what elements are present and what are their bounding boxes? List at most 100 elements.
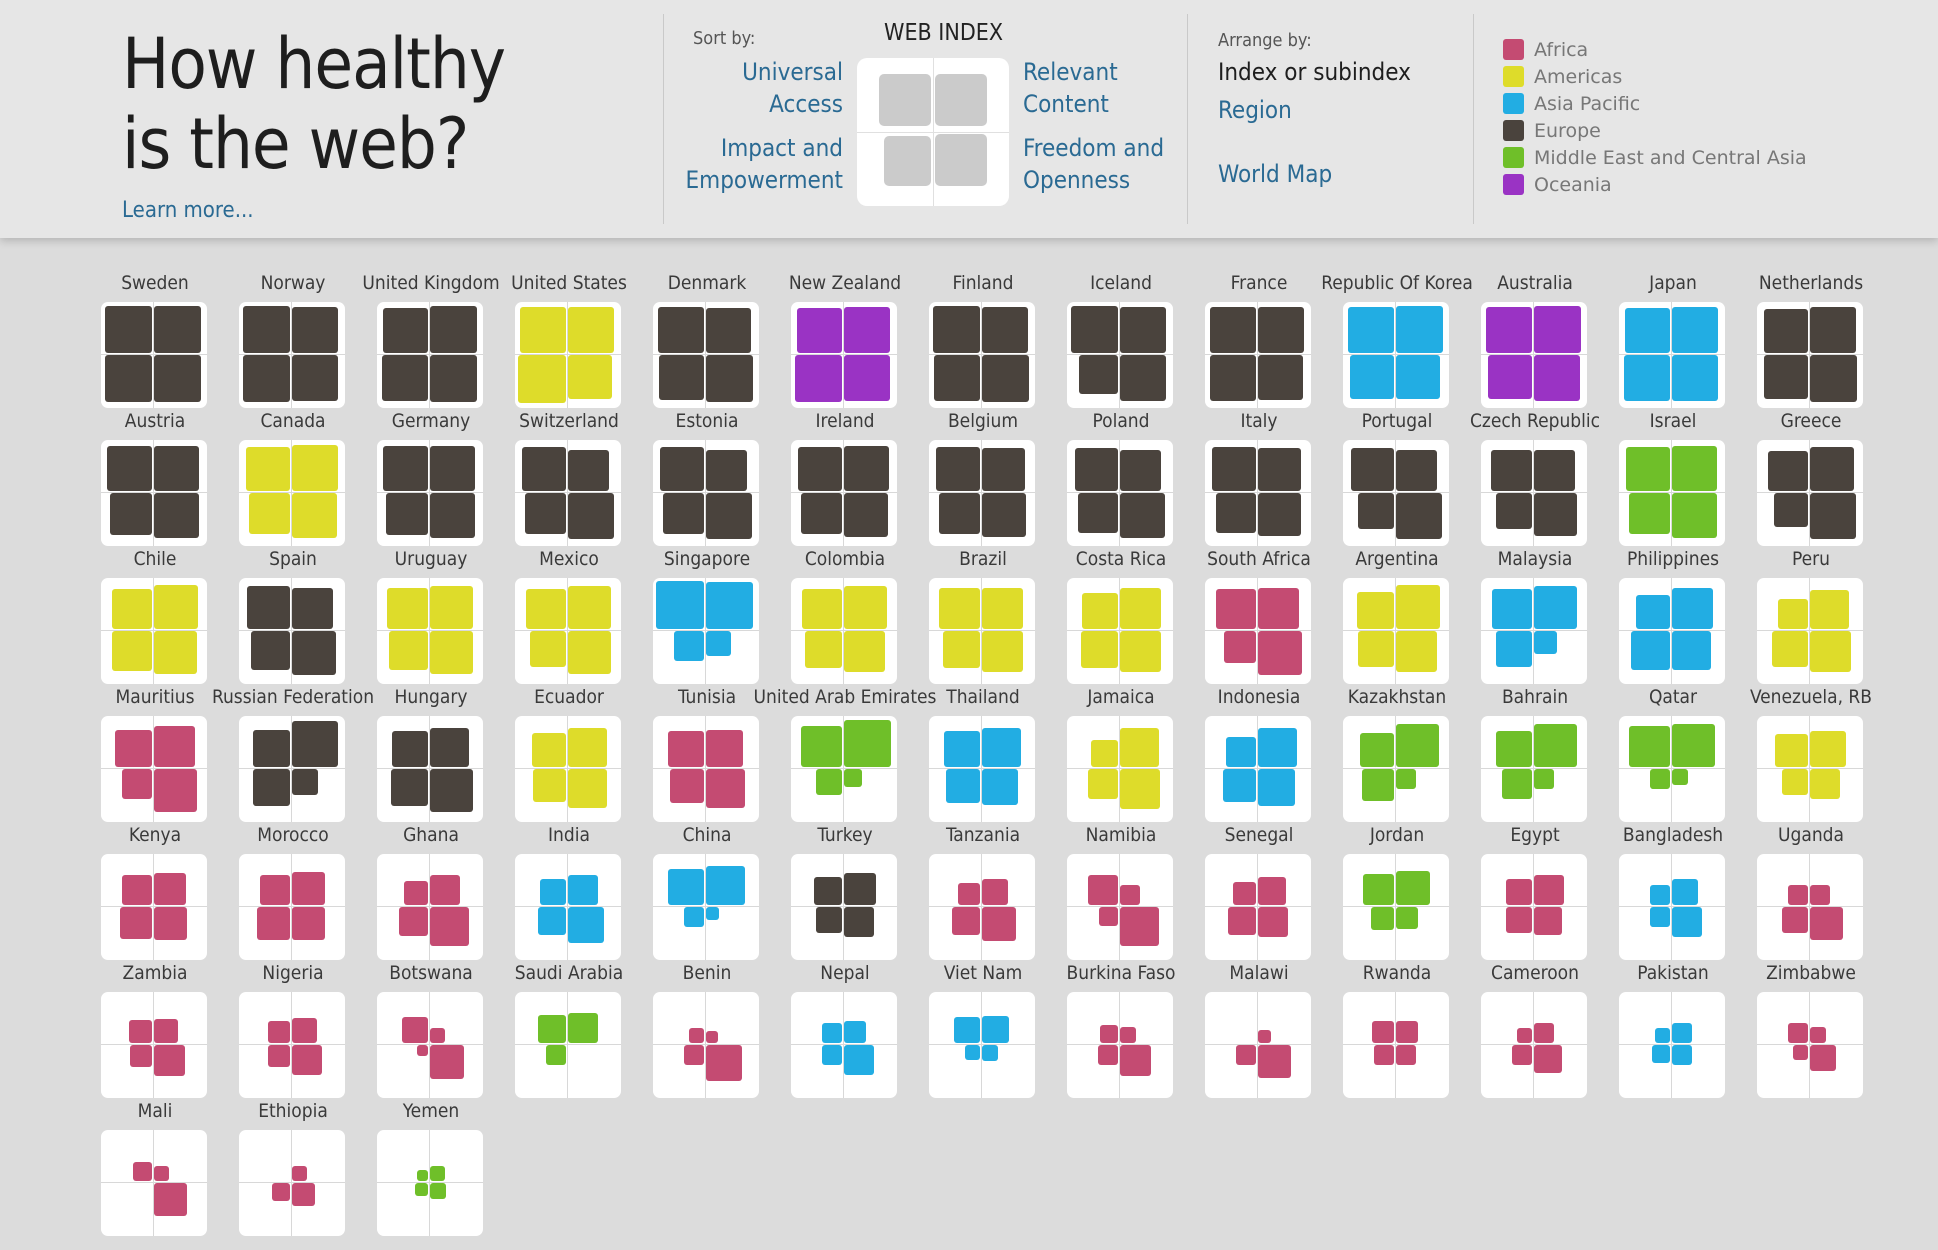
- square-universal-access: [1082, 593, 1118, 629]
- country-name: Egypt: [1510, 824, 1560, 846]
- country-glyph: [377, 1130, 483, 1236]
- square-relevant-content: [430, 446, 475, 491]
- web-index-sort-button[interactable]: [857, 58, 1009, 206]
- square-freedom-openness: [982, 631, 1023, 672]
- sort-quadrant-freedom[interactable]: [935, 134, 987, 186]
- glyph-axis: [705, 854, 706, 960]
- sort-quadrant-impact[interactable]: [884, 136, 931, 186]
- square-relevant-content: [982, 879, 1008, 905]
- square-impact-empowerment: [1774, 493, 1808, 527]
- square-universal-access: [1363, 874, 1394, 905]
- square-impact-empowerment: [663, 493, 704, 534]
- sort-relevant-content-button[interactable]: Relevant Content: [1023, 56, 1118, 120]
- glyph-axis: [429, 1130, 430, 1236]
- country-name: Australia: [1497, 272, 1573, 294]
- square-relevant-content: [430, 306, 477, 353]
- square-relevant-content: [154, 1166, 169, 1181]
- glyph-axis: [291, 992, 292, 1098]
- square-universal-access: [1629, 726, 1670, 767]
- square-impact-empowerment: [1088, 769, 1118, 799]
- country-name: Germany: [391, 410, 471, 432]
- square-relevant-content: [1534, 306, 1581, 353]
- glyph-axis: [515, 1044, 621, 1045]
- arrange-index-option[interactable]: Index or subindex: [1218, 58, 1411, 86]
- square-universal-access: [1100, 1025, 1118, 1043]
- country-glyph: [239, 440, 345, 546]
- country-name: Colombia: [804, 548, 886, 570]
- square-universal-access: [1216, 589, 1256, 629]
- square-impact-empowerment: [674, 631, 704, 661]
- legend-label: Middle East and Central Asia: [1534, 146, 1807, 169]
- glyph-axis: [1343, 768, 1449, 769]
- square-relevant-content: [154, 306, 201, 353]
- glyph-axis: [1671, 302, 1672, 408]
- country-glyph: [239, 578, 345, 684]
- legend-item-middle-east[interactable]: Middle East and Central Asia: [1503, 144, 1807, 171]
- square-impact-empowerment: [684, 907, 704, 927]
- sort-impact-empowerment-button[interactable]: Impact and Empowerment: [686, 132, 843, 196]
- square-universal-access: [522, 447, 566, 491]
- country-name: Malaysia: [1497, 548, 1573, 570]
- glyph-axis: [567, 302, 568, 408]
- square-relevant-content: [1396, 585, 1440, 629]
- square-universal-access: [802, 589, 842, 629]
- glyph-axis: [429, 992, 430, 1098]
- square-impact-empowerment: [417, 1045, 428, 1056]
- square-universal-access: [1357, 592, 1394, 629]
- glyph-axis: [981, 578, 982, 684]
- legend-item-asia-pacific[interactable]: Asia Pacific: [1503, 90, 1807, 117]
- square-relevant-content: [568, 586, 611, 629]
- square-impact-empowerment: [525, 493, 566, 534]
- country-glyph: [1343, 302, 1449, 408]
- glyph-axis: [515, 906, 621, 907]
- glyph-axis: [1257, 302, 1258, 408]
- square-universal-access: [658, 307, 704, 353]
- arrange-world-map-option[interactable]: World Map: [1218, 160, 1333, 188]
- square-relevant-content: [1672, 307, 1718, 353]
- sort-quadrant-relevant[interactable]: [935, 74, 987, 126]
- square-relevant-content: [292, 721, 338, 767]
- square-universal-access: [115, 730, 152, 767]
- square-universal-access: [958, 883, 980, 905]
- square-relevant-content: [1810, 731, 1846, 767]
- legend-item-europe[interactable]: Europe: [1503, 117, 1807, 144]
- glyph-axis: [377, 630, 483, 631]
- square-impact-empowerment: [1624, 355, 1670, 401]
- square-freedom-openness: [154, 493, 199, 538]
- learn-more-link[interactable]: Learn more...: [122, 198, 254, 223]
- country-glyph: [929, 578, 1035, 684]
- square-freedom-openness: [1258, 907, 1288, 937]
- square-freedom-openness: [292, 355, 338, 401]
- country-name: Namibia: [1085, 824, 1157, 846]
- square-freedom-openness: [1672, 493, 1717, 538]
- legend-item-americas[interactable]: Americas: [1503, 63, 1807, 90]
- square-universal-access: [1778, 599, 1808, 629]
- square-universal-access: [944, 731, 980, 767]
- country-name: United Arab Emirates: [753, 686, 937, 708]
- square-universal-access: [1788, 1023, 1808, 1043]
- glyph-axis: [705, 440, 706, 546]
- square-relevant-content: [1534, 724, 1577, 767]
- country-name: Peru: [1791, 548, 1830, 570]
- country-glyph: [791, 716, 897, 822]
- square-freedom-openness: [706, 493, 752, 539]
- sort-quadrant-universal[interactable]: [879, 74, 931, 126]
- square-relevant-content: [1258, 1030, 1271, 1043]
- square-freedom-openness: [1396, 355, 1440, 399]
- glyph-axis: [239, 492, 345, 493]
- glyph-axis: [1205, 630, 1311, 631]
- legend-item-oceania[interactable]: Oceania: [1503, 171, 1807, 198]
- square-impact-empowerment: [382, 355, 428, 401]
- country-name: Rwanda: [1362, 962, 1432, 984]
- sort-universal-access-button[interactable]: Universal Access: [742, 56, 843, 120]
- legend-item-africa[interactable]: Africa: [1503, 36, 1807, 63]
- glyph-axis: [653, 492, 759, 493]
- square-impact-empowerment: [1496, 493, 1532, 529]
- arrange-region-option[interactable]: Region: [1218, 96, 1292, 124]
- sort-freedom-openness-button[interactable]: Freedom and Openness: [1023, 132, 1164, 196]
- square-universal-access: [1636, 595, 1670, 629]
- square-relevant-content: [982, 728, 1021, 767]
- square-freedom-openness: [568, 355, 612, 399]
- glyph-axis: [377, 906, 483, 907]
- glyph-axis: [1395, 992, 1396, 1098]
